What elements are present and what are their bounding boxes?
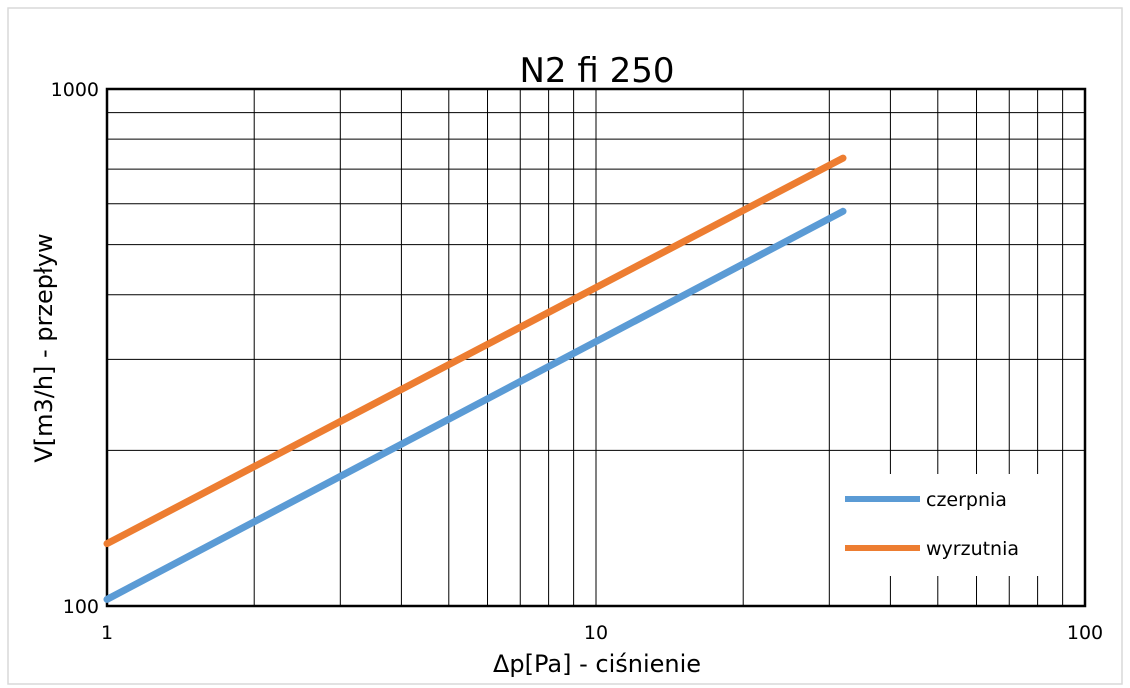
x-tick-label: 10 (584, 622, 608, 644)
x-tick-label: 100 (1067, 622, 1103, 644)
plot-area-border (105, 87, 1087, 608)
legend-background (832, 474, 1052, 576)
series-line-wyrzutnia (103, 154, 847, 548)
y-axis-label: V[m3/h] - przepływ (30, 233, 58, 462)
legend-label-czerpnia: czerpnia (926, 489, 1007, 511)
y-tick-label: 100 (63, 596, 99, 618)
chart-title: N2 fi 250 (520, 51, 675, 91)
series-lines (103, 154, 847, 603)
y-tick-label: 1000 (51, 79, 99, 101)
x-axis-label: Δp[Pa] - ciśnienie (493, 650, 701, 678)
series-line-czerpnia (103, 207, 847, 603)
legend-label-wyrzutnia: wyrzutnia (926, 538, 1019, 560)
tick-labels: 1 10 100 100 1000 (51, 79, 1103, 644)
x-tick-label: 1 (101, 622, 113, 644)
legend: czerpnia wyrzutnia (832, 474, 1052, 576)
chart-frame (7, 7, 1123, 685)
